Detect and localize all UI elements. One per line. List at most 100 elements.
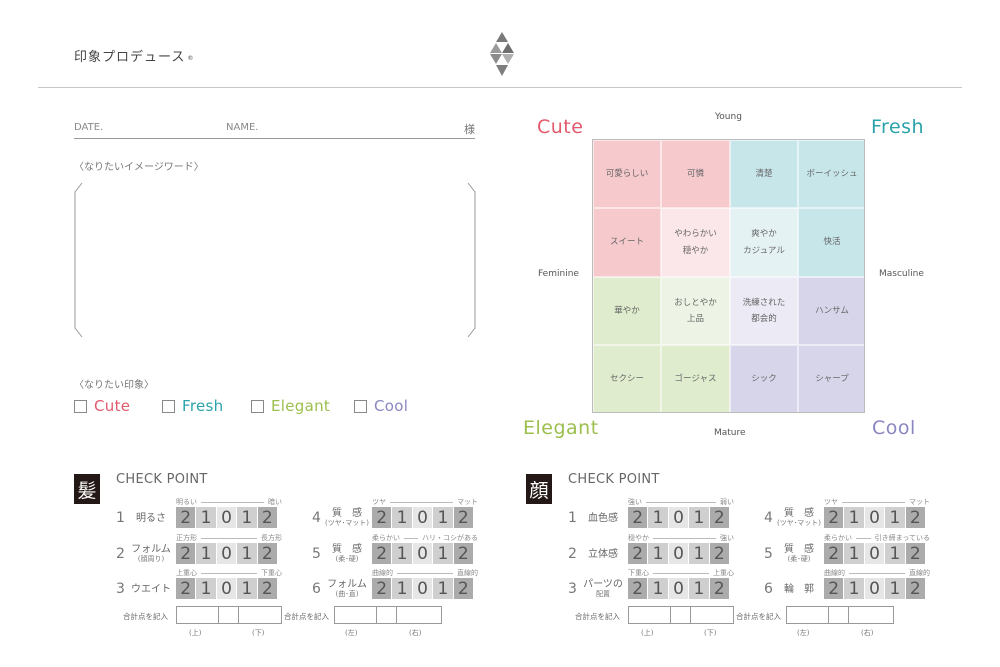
total-score-box[interactable] (786, 606, 894, 624)
rating-option[interactable]: 0 (668, 578, 690, 599)
rating-option[interactable]: 2 (905, 578, 926, 599)
scale-left-label: 上重心 (176, 569, 197, 577)
rating-option[interactable]: 0 (668, 507, 690, 528)
rating-option[interactable]: 0 (412, 507, 434, 528)
rating-option[interactable]: 1 (885, 578, 906, 599)
rating-option[interactable]: 1 (844, 578, 865, 599)
rating-option[interactable]: 1 (392, 578, 413, 599)
rating-option[interactable]: 0 (864, 507, 886, 528)
rating-option[interactable]: 2 (905, 543, 926, 564)
image-words-label: 〈なりたいイメージワード〉 (74, 162, 204, 173)
rating-option[interactable]: 2 (824, 543, 845, 564)
checkbox-box[interactable] (251, 399, 264, 413)
rating-option[interactable]: 2 (372, 507, 393, 528)
rating-option[interactable]: 2 (372, 578, 393, 599)
total-score-cell[interactable] (787, 607, 829, 623)
rating-option[interactable]: 1 (196, 543, 217, 564)
rating-option[interactable]: 2 (709, 543, 730, 564)
rating-option[interactable]: 0 (864, 578, 886, 599)
rating-option[interactable]: 0 (216, 543, 238, 564)
rating-option[interactable]: 0 (412, 578, 434, 599)
rating-option[interactable]: 2 (628, 507, 649, 528)
image-words-area[interactable] (74, 182, 476, 338)
total-score-box[interactable] (334, 606, 442, 624)
rating-option[interactable]: 1 (689, 507, 710, 528)
rating-option[interactable]: 0 (216, 578, 238, 599)
rating-option[interactable]: 1 (433, 507, 454, 528)
rating-option[interactable]: 0 (864, 543, 886, 564)
total-score-cell[interactable] (849, 607, 891, 623)
rating-option[interactable]: 2 (628, 543, 649, 564)
rating-option[interactable]: 1 (844, 543, 865, 564)
rating-option[interactable]: 2 (453, 507, 474, 528)
checkbox-box[interactable] (162, 399, 175, 413)
rating-option[interactable]: 1 (648, 578, 669, 599)
rating-option[interactable]: 1 (196, 507, 217, 528)
total-score-cell[interactable] (335, 607, 377, 623)
total-score-cell[interactable] (219, 607, 239, 623)
rating-option[interactable]: 1 (392, 543, 413, 564)
rating-option[interactable]: 0 (412, 543, 434, 564)
total-score-cell[interactable] (377, 607, 397, 623)
rating-option[interactable]: 1 (237, 543, 258, 564)
checkbox-box[interactable] (354, 399, 367, 413)
total-score-box[interactable] (176, 606, 282, 624)
total-score-cell[interactable] (829, 607, 849, 623)
checkbox-box[interactable] (74, 399, 87, 413)
rating-option[interactable]: 1 (885, 507, 906, 528)
total-score-cell[interactable] (671, 607, 691, 623)
rating-option[interactable]: 1 (648, 543, 669, 564)
rating-option[interactable]: 2 (453, 543, 474, 564)
rating-option[interactable]: 2 (372, 543, 393, 564)
rating-option[interactable]: 1 (237, 578, 258, 599)
name-line[interactable] (74, 138, 475, 139)
rating-option[interactable]: 2 (453, 578, 474, 599)
rating-option[interactable]: 1 (689, 543, 710, 564)
rating-option[interactable]: 2 (257, 507, 278, 528)
checkbox-cute[interactable]: Cute (74, 397, 130, 415)
total-score-cell[interactable] (691, 607, 733, 623)
rating-option[interactable]: 2 (628, 578, 649, 599)
rating-option[interactable]: 2 (824, 507, 845, 528)
rating-option[interactable]: 1 (433, 543, 454, 564)
total-score-box[interactable] (628, 606, 734, 624)
total-score-cell[interactable] (397, 607, 439, 623)
rating-option[interactable]: 2 (709, 507, 730, 528)
rating-option[interactable]: 2 (709, 578, 730, 599)
rating-option[interactable]: 2 (905, 507, 926, 528)
rating-option[interactable]: 2 (257, 543, 278, 564)
total-score-cell[interactable] (239, 607, 281, 623)
rating-option[interactable]: 1 (392, 507, 413, 528)
rating-option[interactable]: 1 (237, 507, 258, 528)
rating-option[interactable]: 2 (176, 507, 197, 528)
checkbox-elegant[interactable]: Elegant (251, 397, 330, 415)
rating-option[interactable]: 2 (257, 578, 278, 599)
checkbox-cool[interactable]: Cool (354, 397, 408, 415)
rating-option[interactable]: 1 (689, 578, 710, 599)
rating-option[interactable]: 1 (433, 578, 454, 599)
rating-option[interactable]: 2 (176, 578, 197, 599)
total-score-cell[interactable] (629, 607, 671, 623)
rating-option[interactable]: 0 (668, 543, 690, 564)
rating-option[interactable]: 1 (648, 507, 669, 528)
rating-option[interactable]: 1 (844, 507, 865, 528)
total-score-cell[interactable] (177, 607, 219, 623)
rating-option[interactable]: 1 (885, 543, 906, 564)
rating-option[interactable]: 0 (216, 507, 238, 528)
rating-option[interactable]: 2 (824, 578, 845, 599)
rating-option[interactable]: 2 (176, 543, 197, 564)
checkbox-fresh[interactable]: Fresh (162, 397, 223, 415)
rating-option[interactable]: 1 (196, 578, 217, 599)
